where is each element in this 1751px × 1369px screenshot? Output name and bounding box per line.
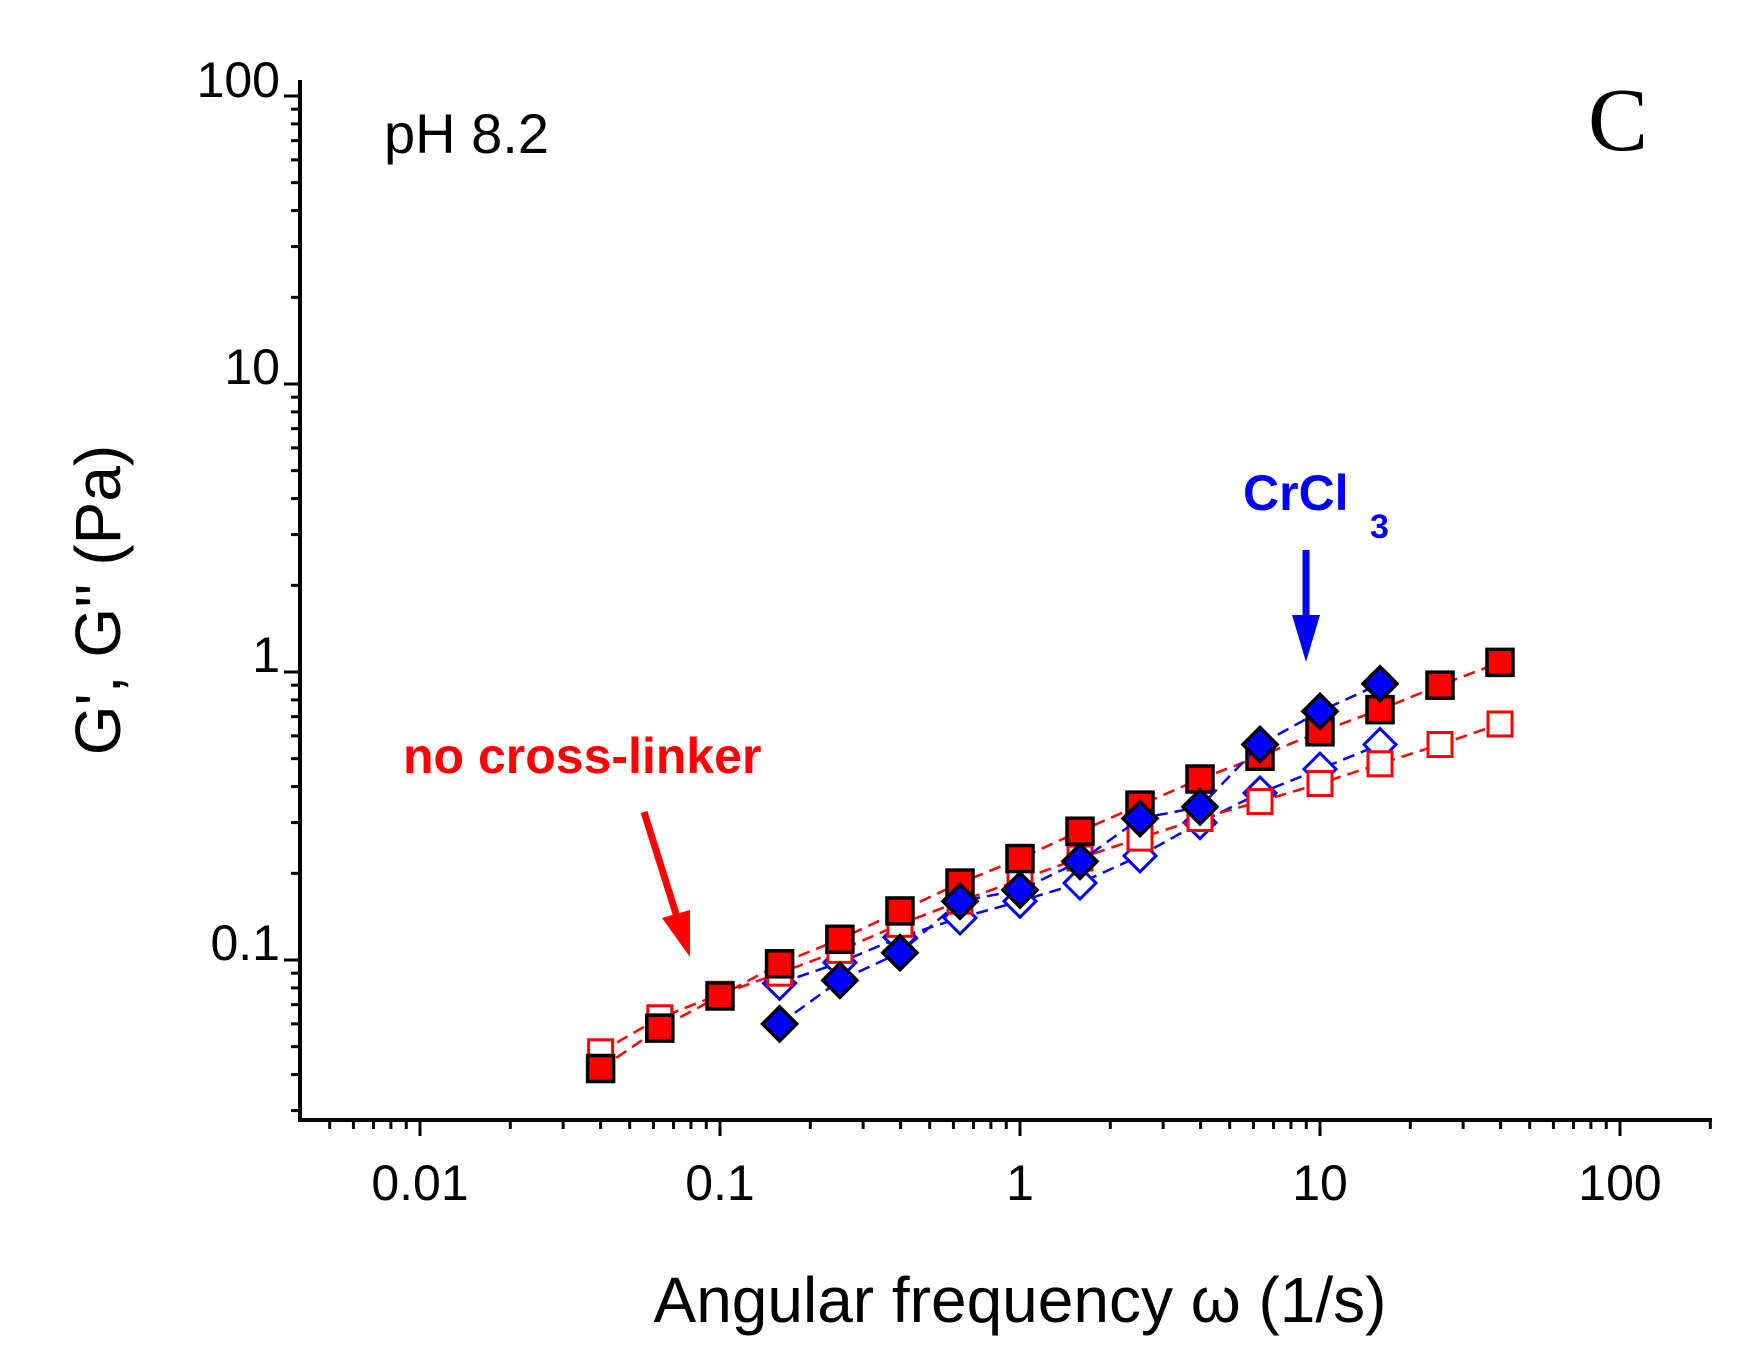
data-point [820, 960, 860, 1000]
no-crosslinker-label: no cross-linker [403, 728, 761, 784]
y-tick-labels: 0.1 1 10 100 [197, 52, 280, 971]
data-point [705, 981, 735, 1011]
data-point [885, 896, 915, 926]
panel-letter: C [1588, 71, 1648, 170]
data-point [940, 881, 980, 921]
data-point [1120, 799, 1160, 838]
data-point [1486, 710, 1514, 738]
ph-label: pH 8.2 [384, 102, 549, 165]
blue-arrow [1292, 550, 1320, 662]
series-diamond-filled [760, 664, 1400, 1044]
red-arrow [640, 810, 690, 957]
axis-ticks [284, 94, 1712, 1136]
series-line [779, 743, 1381, 985]
data-point [1426, 731, 1454, 759]
data-point [1246, 788, 1274, 816]
series-line [599, 661, 1501, 1070]
data-point [1060, 841, 1100, 881]
data-point [1000, 870, 1040, 910]
x-tick-label: 0.1 [685, 1155, 755, 1211]
y-tick-label: 1 [252, 627, 280, 683]
series-line [599, 722, 1501, 1053]
data-point [880, 933, 920, 973]
data-point [764, 949, 795, 979]
data-point [1065, 816, 1095, 846]
data-point [760, 1004, 800, 1044]
crcl3-label-subscript: 3 [1370, 508, 1389, 546]
y-axis-title: G', G'' (Pa) [62, 445, 134, 755]
x-axis-title: Angular frequency ω (1/s) [654, 1264, 1387, 1336]
y-tick-label: 100 [197, 52, 280, 108]
data-point [1360, 664, 1400, 704]
x-tick-label: 100 [1578, 1155, 1661, 1211]
data-point [1306, 770, 1334, 798]
data-point [1005, 843, 1035, 874]
x-tick-label: 0.01 [371, 1155, 468, 1211]
data-point [1061, 864, 1099, 902]
data-point [1240, 725, 1280, 764]
x-tick-labels: 0.01 0.1 1 10 100 [371, 1155, 1661, 1211]
plot-area [585, 647, 1515, 1084]
y-tick-label: 10 [224, 339, 280, 395]
data-point [1425, 670, 1455, 700]
data-point [645, 1013, 675, 1043]
x-tick-label: 10 [1292, 1155, 1348, 1211]
data-point [1485, 647, 1515, 678]
data-point [1300, 691, 1340, 731]
data-point [1180, 787, 1220, 827]
crcl3-label: CrCl 3 [1243, 465, 1389, 546]
crcl3-label-main: CrCl [1243, 465, 1349, 521]
x-tick-label: 1 [1006, 1155, 1034, 1211]
data-point [585, 1053, 616, 1084]
y-tick-label: 0.1 [210, 915, 280, 971]
data-point [825, 924, 855, 955]
data-point [1366, 750, 1394, 778]
